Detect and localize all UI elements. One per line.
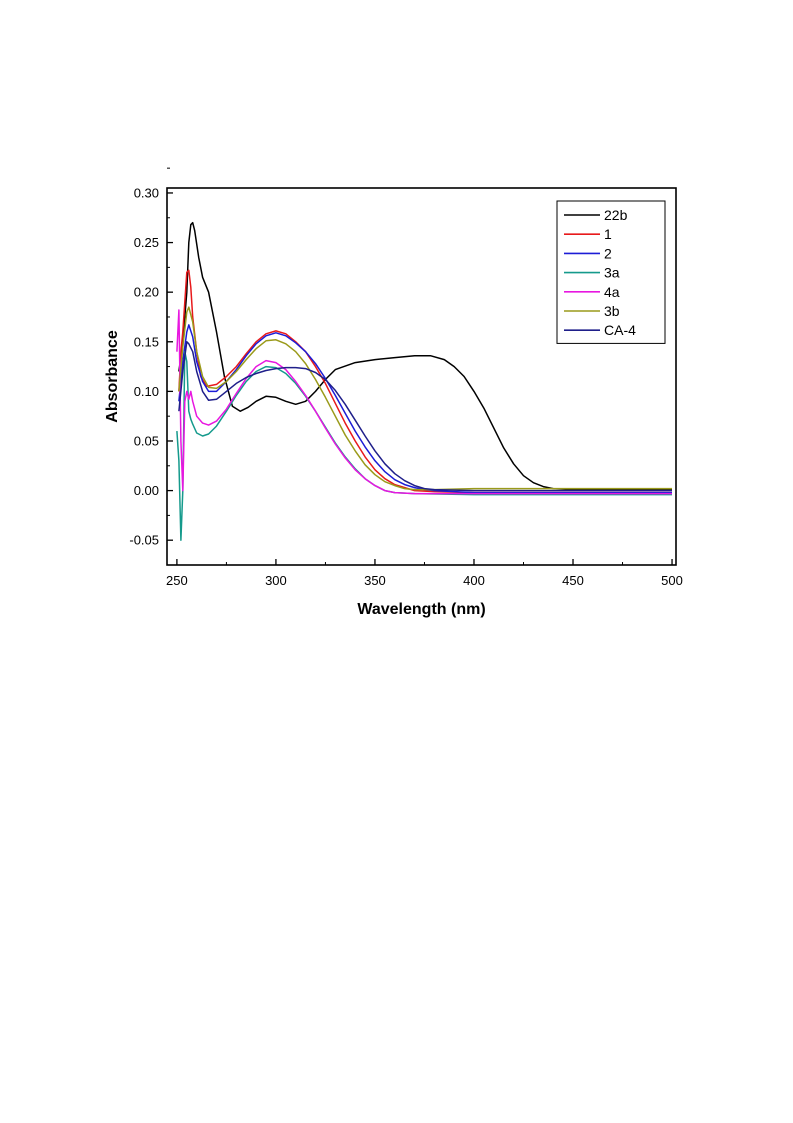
x-axis-title: Wavelength (nm) [357,601,485,618]
y-tick-label: 0.30 [134,185,159,200]
series-line-1 [178,269,672,494]
y-axis: -0.05 0.00 0.05 0.10 0.15 0.20 0.25 0.30 [129,167,173,548]
legend-label: 3a [604,265,620,281]
legend-label: 22b [604,207,628,223]
y-tick-label: 0.10 [134,384,159,399]
series-line-3a [176,350,672,541]
legend-label: 2 [604,245,612,261]
series-line-3b [178,306,672,491]
x-tick-label: 400 [463,573,485,588]
series-line-4a [176,309,672,495]
plot-lines [176,221,672,541]
x-tick-label: 450 [562,573,584,588]
plot-frame [166,187,677,566]
x-tick-label: 500 [661,573,683,588]
y-axis-title: Absorbance [104,330,121,423]
y-tick-label: 0.00 [134,483,159,498]
x-tick-label: 300 [265,573,287,588]
legend-label: 3b [604,303,620,319]
y-tick-label: -0.05 [129,533,159,548]
y-tick-label: 0.05 [134,433,159,448]
series-line-ca-4 [178,341,672,492]
x-tick-label: 250 [166,573,188,588]
x-tick-label: 350 [364,573,386,588]
legend-label: CA-4 [604,322,636,338]
y-tick-label: 0.20 [134,285,159,300]
legend: 22b 1 2 3a 4a 3b CA-4 [556,200,666,344]
legend-label: 4a [604,284,620,300]
series-line-22b [178,221,672,491]
y-tick-label: 0.25 [134,235,159,250]
x-axis: 250 300 350 400 450 500 [166,559,683,588]
legend-label: 1 [604,226,612,242]
series-line-2 [178,324,672,494]
y-tick-label: 0.15 [134,334,159,349]
